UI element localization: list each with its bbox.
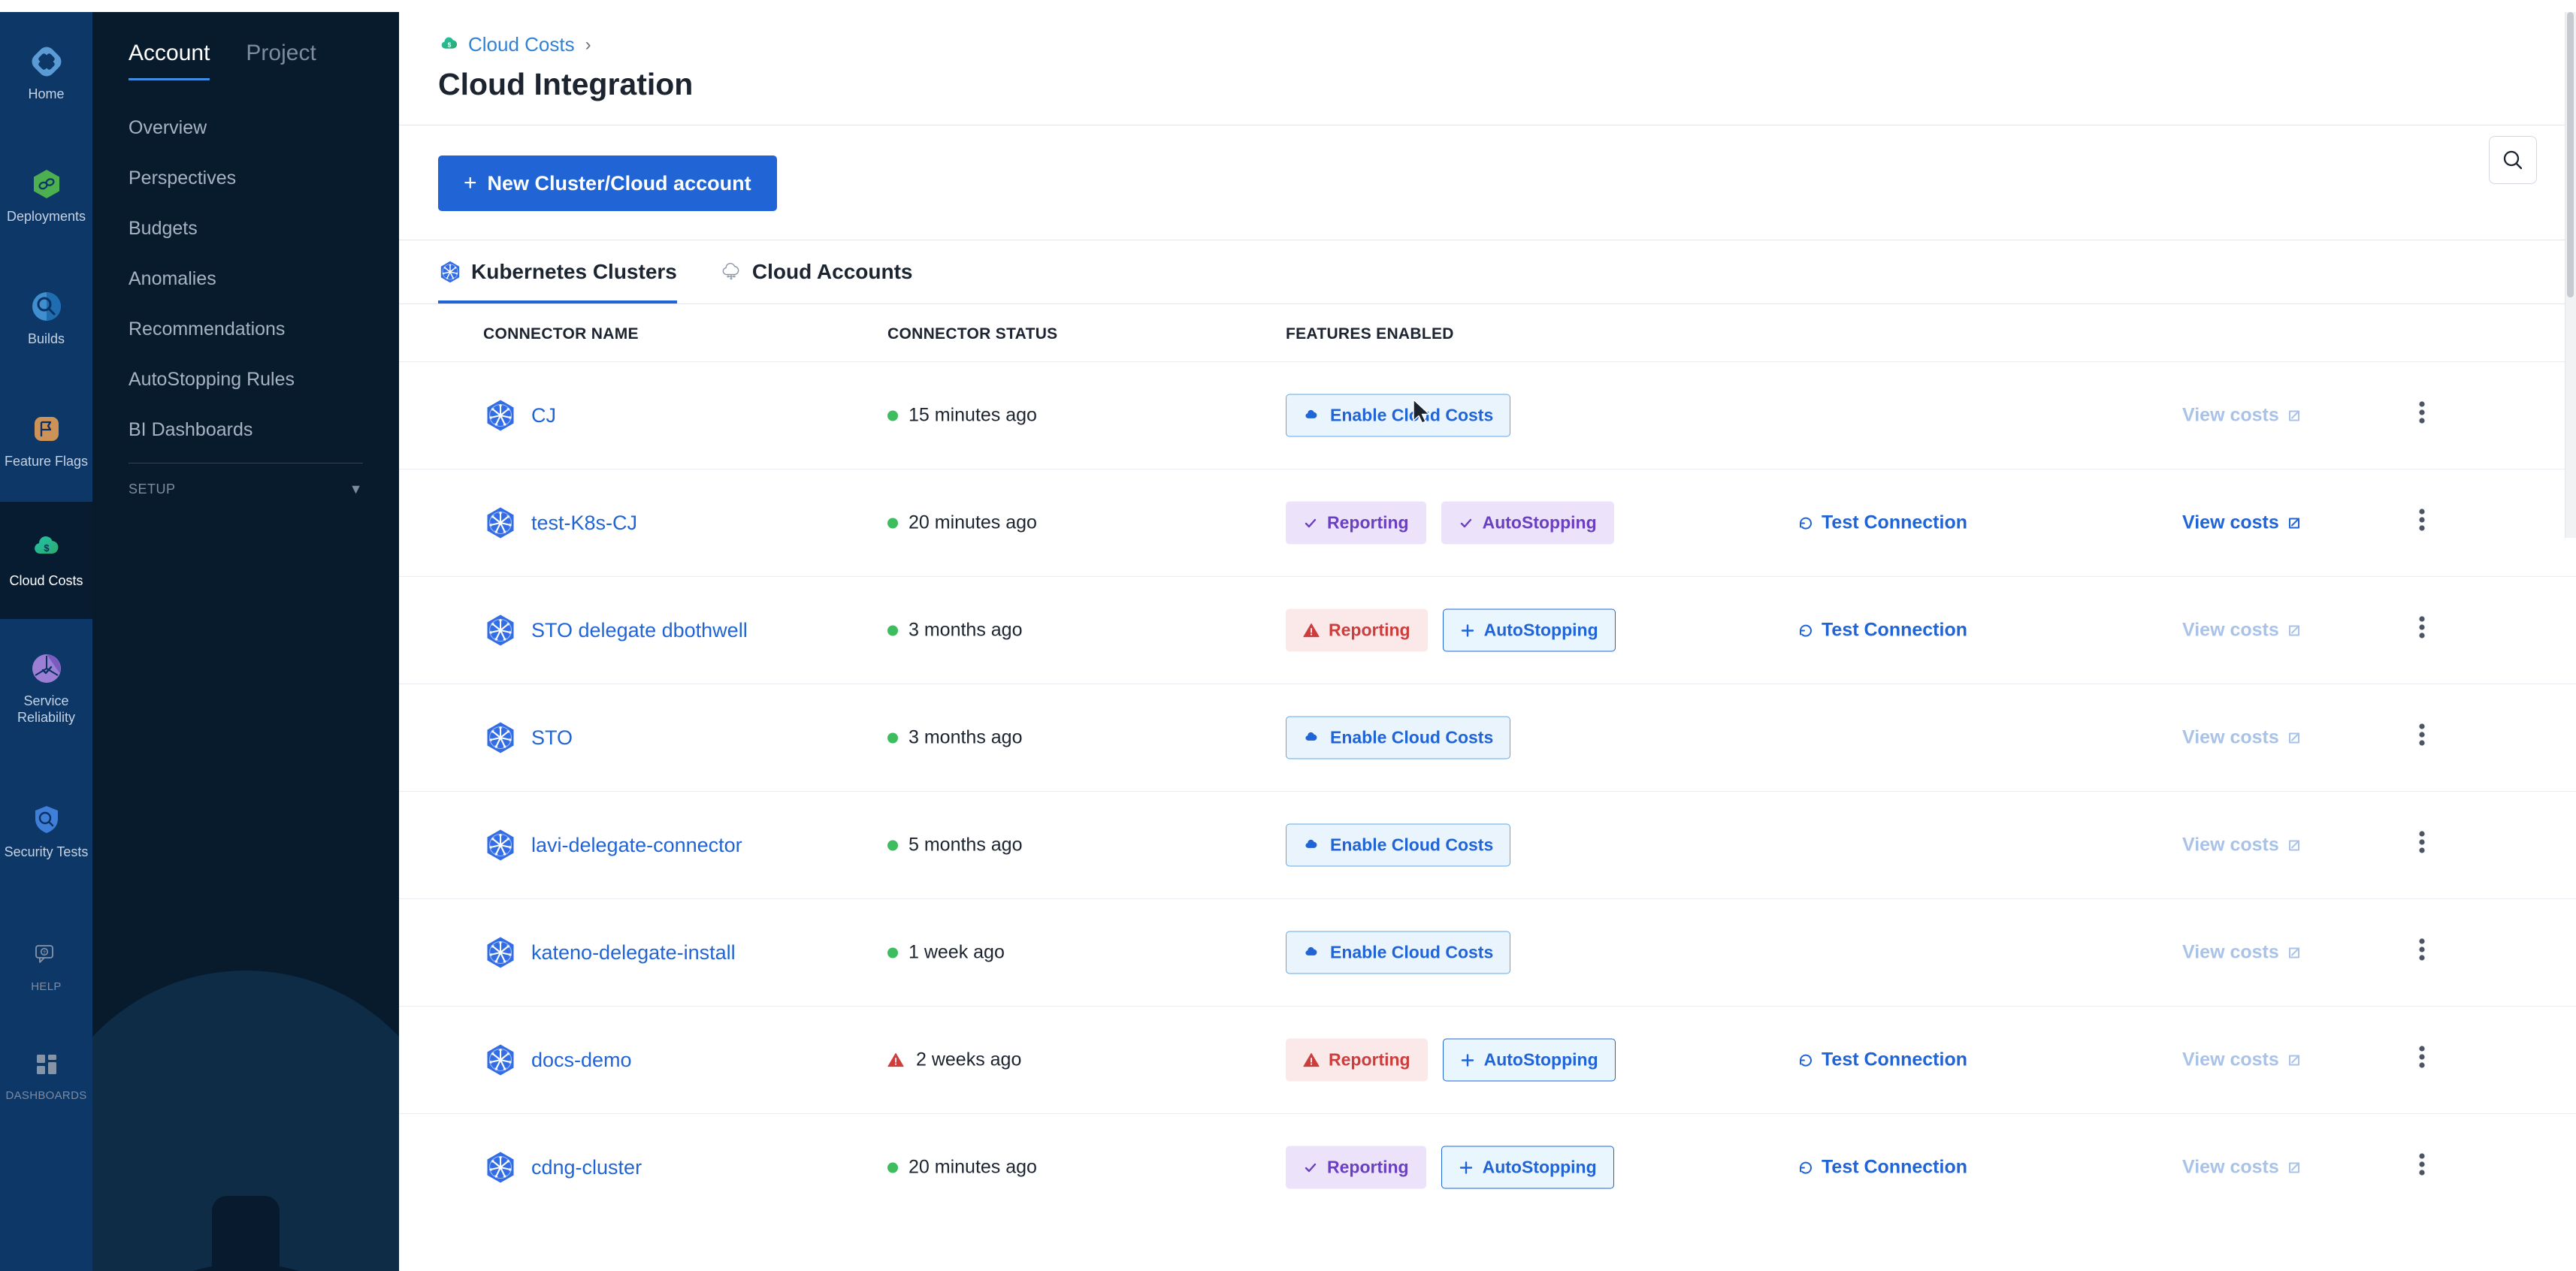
svg-text:?: ?	[43, 951, 46, 956]
svg-text:$: $	[448, 41, 452, 48]
svg-text:$: $	[44, 542, 50, 554]
